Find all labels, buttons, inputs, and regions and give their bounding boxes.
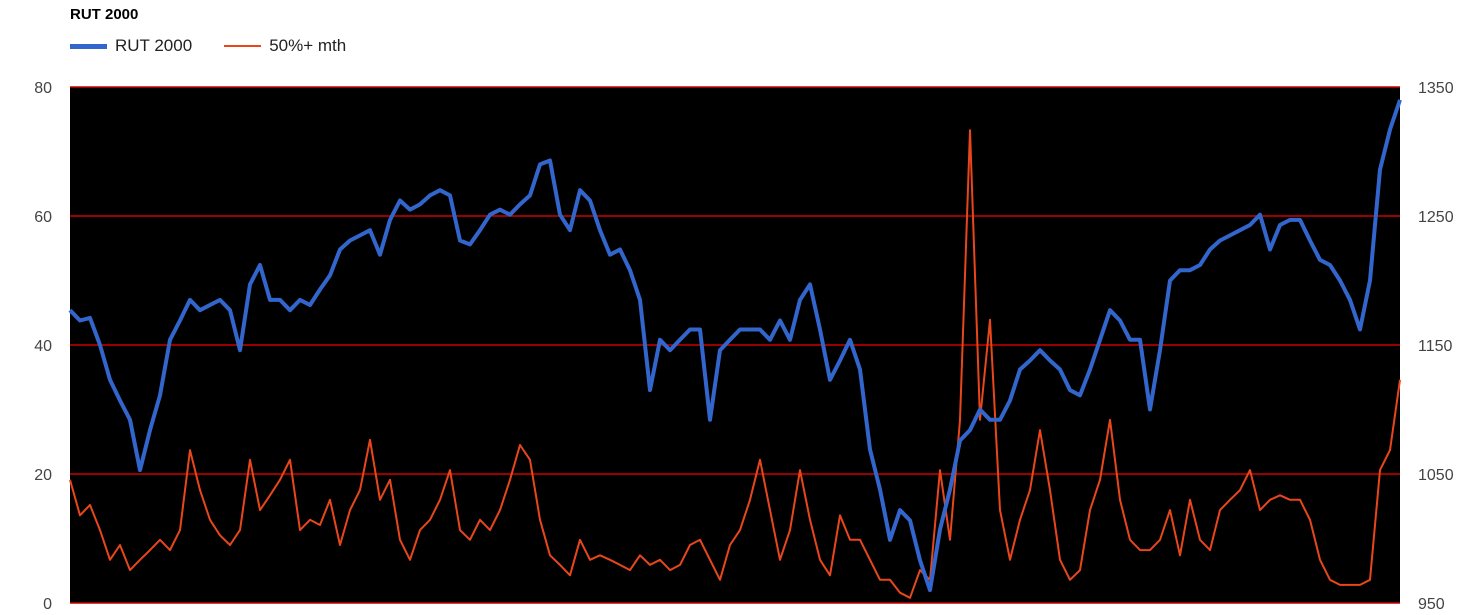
left-axis-tick-label: 20 <box>34 467 52 484</box>
left-axis-tick-label: 0 <box>43 596 52 613</box>
legend-swatch <box>70 43 107 49</box>
legend-item-50pct-mth[interactable]: 50%+ mth <box>224 36 346 56</box>
legend-label: 50%+ mth <box>269 36 347 55</box>
right-axis-tick-label: 950 <box>1418 596 1445 613</box>
right-axis-tick-label: 1250 <box>1418 209 1454 226</box>
legend-item-rut2000[interactable]: RUT 2000 <box>70 36 192 56</box>
legend-label: RUT 2000 <box>115 36 193 55</box>
legend: RUT 2000 50%+ mth <box>70 36 378 56</box>
legend-swatch <box>224 45 262 47</box>
chart-title: RUT 2000 <box>70 6 139 23</box>
left-axis-tick-label: 40 <box>34 338 52 355</box>
right-axis-tick-label: 1050 <box>1418 467 1454 484</box>
left-axis-tick-label: 80 <box>34 80 52 97</box>
right-axis-tick-label: 1350 <box>1418 80 1454 97</box>
series-line-50pct-mth <box>69 129 1401 599</box>
series-line-rut2000 <box>68 99 1402 593</box>
right-axis-tick-label: 1150 <box>1418 338 1453 355</box>
left-axis-tick-label: 60 <box>34 209 52 226</box>
